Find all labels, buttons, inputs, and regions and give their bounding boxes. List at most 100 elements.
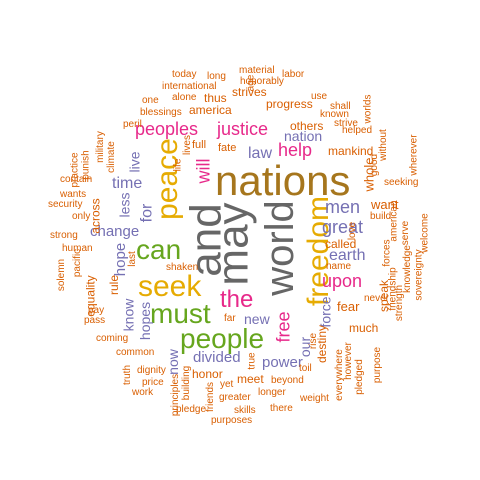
word-known: known — [320, 109, 349, 120]
word-new: new — [244, 311, 270, 327]
word-only: only — [72, 211, 91, 222]
word-force: force — [317, 296, 334, 328]
word-peoples: peoples — [135, 119, 199, 139]
word-work: work — [132, 387, 154, 398]
word-american: american — [388, 200, 400, 242]
word-love: love — [347, 221, 359, 241]
word-use: use — [311, 91, 328, 102]
word-blessings: blessings — [140, 107, 182, 118]
word-strength: strength — [394, 284, 406, 322]
word-want: want — [371, 197, 399, 212]
word-pacific: pacific — [72, 248, 84, 278]
word-far: far — [224, 313, 236, 324]
word-help: help — [278, 140, 313, 160]
word-power: power — [262, 354, 303, 371]
word-coming: coming — [96, 333, 129, 344]
word-pay: pay — [88, 305, 105, 316]
word-serve: serve — [400, 220, 412, 246]
word-free: free — [273, 311, 294, 343]
word-shall: shall — [330, 101, 351, 112]
word-may: may — [208, 202, 258, 286]
word-can: can — [136, 234, 182, 265]
word-mankind: mankind — [328, 144, 374, 158]
word-there: there — [270, 403, 293, 414]
word-build: build — [370, 211, 392, 222]
word-skills: skills — [234, 405, 256, 416]
word-nation: nation — [284, 128, 323, 144]
word-name: name — [326, 261, 352, 272]
word-time: time — [112, 175, 143, 192]
word-know: know — [120, 298, 137, 332]
word-military: military — [94, 131, 106, 163]
word-material: material — [239, 65, 275, 76]
word-live: live — [126, 151, 143, 173]
word-justice: justice — [217, 119, 269, 139]
word-yet: yet — [220, 379, 234, 390]
word-fate: fate — [218, 142, 237, 154]
word-strives: strives — [232, 85, 267, 99]
word-however: however — [342, 342, 354, 380]
word-common: common — [116, 347, 155, 358]
word-life: life — [172, 158, 184, 172]
word-others: others — [290, 119, 324, 133]
word-change: change — [90, 223, 140, 240]
word-peril: peril — [123, 119, 142, 130]
word-alone: alone — [172, 92, 197, 103]
word-welcome: welcome — [419, 213, 431, 253]
word-pass: pass — [84, 315, 106, 326]
word-security: security — [48, 199, 83, 210]
word-forces: forces — [381, 239, 393, 267]
word-beyond: beyond — [271, 375, 304, 386]
word-seek: seek — [138, 270, 202, 303]
word-much: much — [349, 321, 379, 335]
word-less: less — [116, 192, 133, 218]
word-now: now — [164, 349, 181, 375]
word-labor: labor — [282, 69, 305, 80]
word-pledge: pledge — [176, 404, 207, 415]
word-helped: helped — [342, 125, 373, 136]
word-purpose: purpose — [372, 346, 384, 384]
word-called: called — [325, 237, 357, 251]
word-price: price — [142, 377, 164, 388]
word-men: men — [325, 197, 361, 217]
word-honorably: honorably — [240, 76, 284, 87]
word-fear: fear — [337, 299, 360, 314]
word-people: people — [180, 323, 265, 354]
word-without: without — [377, 129, 389, 161]
word-international: international — [162, 81, 217, 92]
word-lives: lives — [182, 134, 194, 156]
word-worlds: worlds — [362, 94, 374, 124]
word-pledged: pledged — [353, 359, 365, 395]
word-shaken: shaken — [166, 262, 199, 273]
word-seeking: seeking — [384, 177, 419, 188]
word-rule: rule — [107, 274, 122, 296]
word-must: must — [150, 298, 211, 329]
word-human: human — [62, 243, 93, 254]
word-progress: progress — [266, 97, 313, 111]
word-climate: climate — [105, 141, 117, 173]
word-solemn: solemn — [56, 258, 68, 292]
word-full: full — [192, 139, 207, 151]
word-divided: divided — [193, 349, 241, 366]
word-law: law — [248, 145, 273, 162]
word-meet: meet — [237, 372, 264, 386]
word-nations: nations — [215, 157, 351, 204]
word-building: building — [181, 365, 193, 401]
word-one: one — [142, 95, 159, 106]
word-hopes: hopes — [137, 301, 154, 341]
word-longer: longer — [258, 387, 286, 398]
word-rise: rise — [308, 332, 320, 350]
word-world: world — [257, 200, 302, 296]
word-weight: weight — [300, 393, 329, 404]
word-wants: wants — [60, 189, 87, 200]
word-long: long — [207, 71, 226, 82]
word-upon: upon — [322, 271, 363, 291]
word-last: last — [126, 251, 138, 267]
word-toil: toil — [299, 363, 312, 374]
word-will: will — [193, 158, 214, 184]
word-contain: contain — [60, 174, 93, 185]
word-never: never — [364, 293, 390, 304]
word-america: america — [189, 103, 232, 117]
word-friends: friends — [205, 381, 217, 413]
